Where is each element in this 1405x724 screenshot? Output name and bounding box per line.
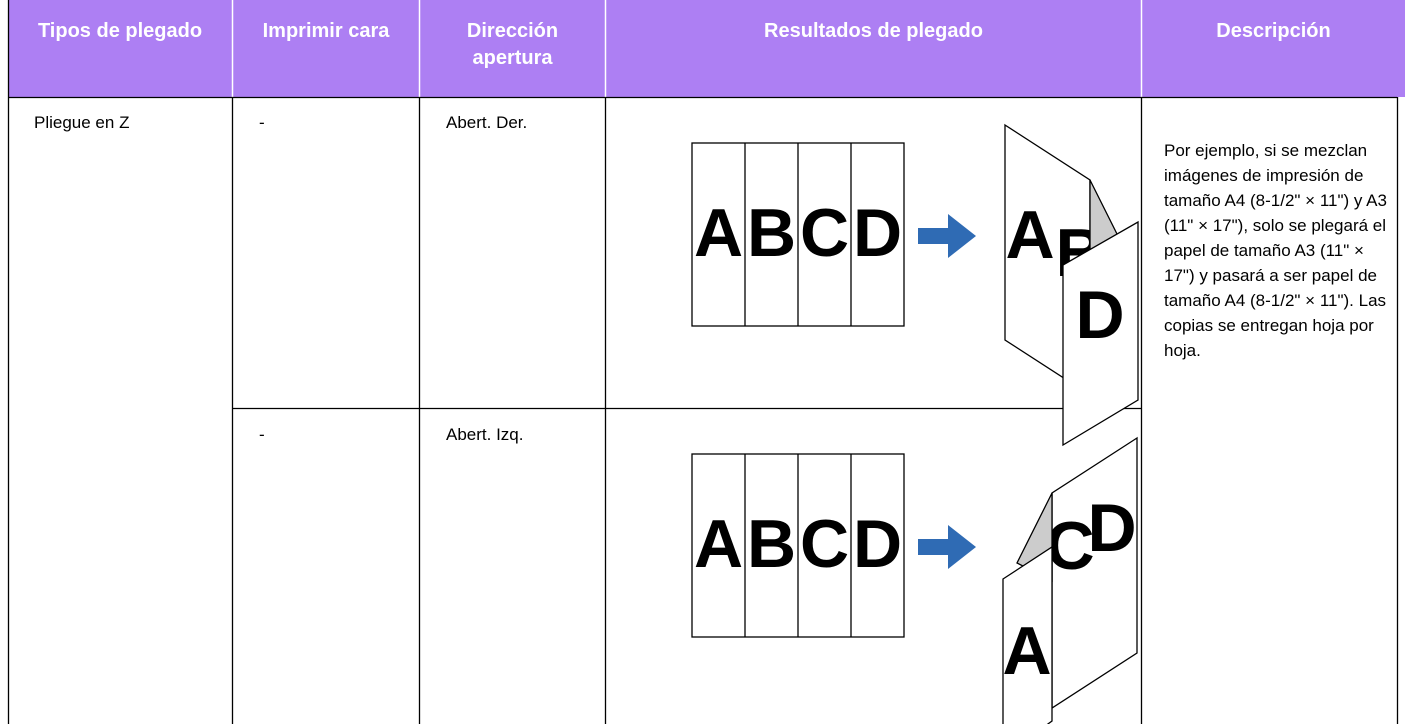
panel-letter: A bbox=[1002, 613, 1051, 689]
panel-letter: D bbox=[1087, 490, 1136, 566]
illustration: A B C D CDA bbox=[691, 436, 1138, 724]
header-cell: Dirección apertura bbox=[420, 0, 605, 97]
panel-letter: B bbox=[747, 195, 796, 271]
panel-letter: D bbox=[853, 195, 902, 271]
panel-letter: C bbox=[1045, 508, 1094, 584]
panel bbox=[1062, 220, 1139, 447]
open-direction: Abert. Der. bbox=[446, 113, 528, 132]
panel-letter: A bbox=[694, 195, 743, 271]
panel-letter: B bbox=[747, 506, 796, 582]
arrow bbox=[918, 525, 976, 569]
panel-letter: C bbox=[800, 506, 849, 582]
panel-letter: C bbox=[800, 195, 849, 271]
header-cell: Resultados de plegado bbox=[606, 0, 1141, 97]
header-cell: Tipos de plegado bbox=[8, 0, 232, 97]
print-side: - bbox=[259, 113, 265, 132]
header-cell: Descripción bbox=[1142, 0, 1405, 97]
fold-type: Pliegue en Z bbox=[34, 113, 130, 132]
panel-letter: A bbox=[694, 506, 743, 582]
description: Por ejemplo, si se mezclan imágenes de i… bbox=[1164, 141, 1387, 360]
arrow bbox=[918, 214, 976, 258]
illustration: A B C D A BD bbox=[691, 123, 1139, 447]
panel-letter: D bbox=[853, 506, 902, 582]
print-side: - bbox=[259, 425, 265, 444]
panel-letter: D bbox=[1075, 277, 1124, 353]
panel bbox=[1002, 545, 1053, 724]
header-cell: Imprimir cara bbox=[233, 0, 419, 97]
open-direction: Abert. Izq. bbox=[446, 425, 524, 444]
panel-letter: A bbox=[1005, 197, 1054, 273]
